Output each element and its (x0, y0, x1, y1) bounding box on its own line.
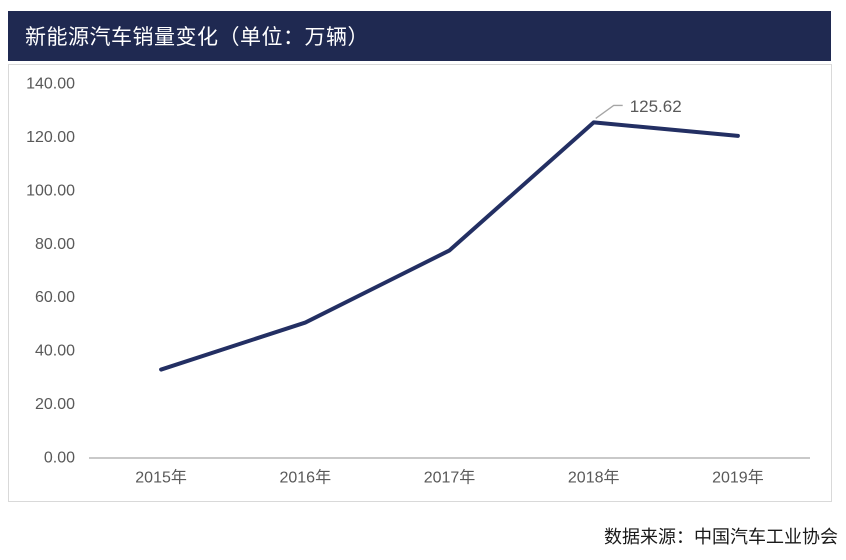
chart-canvas: 0.00 20.00 40.00 60.00 80.00 100.00 120.00 140.… (26, 76, 810, 487)
x-axis-tick-label: 2015年 (135, 469, 187, 487)
y-axis-tick-label: 120.00 (26, 129, 75, 146)
x-axis-tick-label: 2019年 (712, 469, 764, 487)
data-source-note: 数据来源：中国汽车工业协会 (604, 527, 838, 547)
y-axis-tick-label: 0.00 (44, 450, 75, 467)
x-axis-tick-label: 2018年 (568, 469, 620, 487)
y-axis-tick-label: 60.00 (35, 289, 75, 306)
series-line (159, 120, 740, 372)
y-axis-tick-label: 40.00 (35, 343, 75, 360)
y-axis-tick-label: 100.00 (26, 182, 75, 199)
x-axis-tick-label: 2016年 (279, 469, 331, 487)
data-label-leader-line (595, 104, 623, 119)
data-point-label: 125.62 (630, 97, 682, 116)
chart-title: 新能源汽车销量变化（单位：万辆） (25, 26, 369, 49)
y-axis-tick-label: 20.00 (35, 396, 75, 413)
y-axis-tick-label: 80.00 (35, 236, 75, 253)
chart-plot-container: 0.00 20.00 40.00 60.00 80.00 100.00 120.00 140.… (8, 64, 832, 502)
x-axis-tick-label: 2017年 (424, 469, 476, 487)
y-axis-tick-label: 140.00 (26, 76, 75, 93)
chart-title-bar: 新能源汽车销量变化（单位：万辆） (8, 11, 831, 61)
